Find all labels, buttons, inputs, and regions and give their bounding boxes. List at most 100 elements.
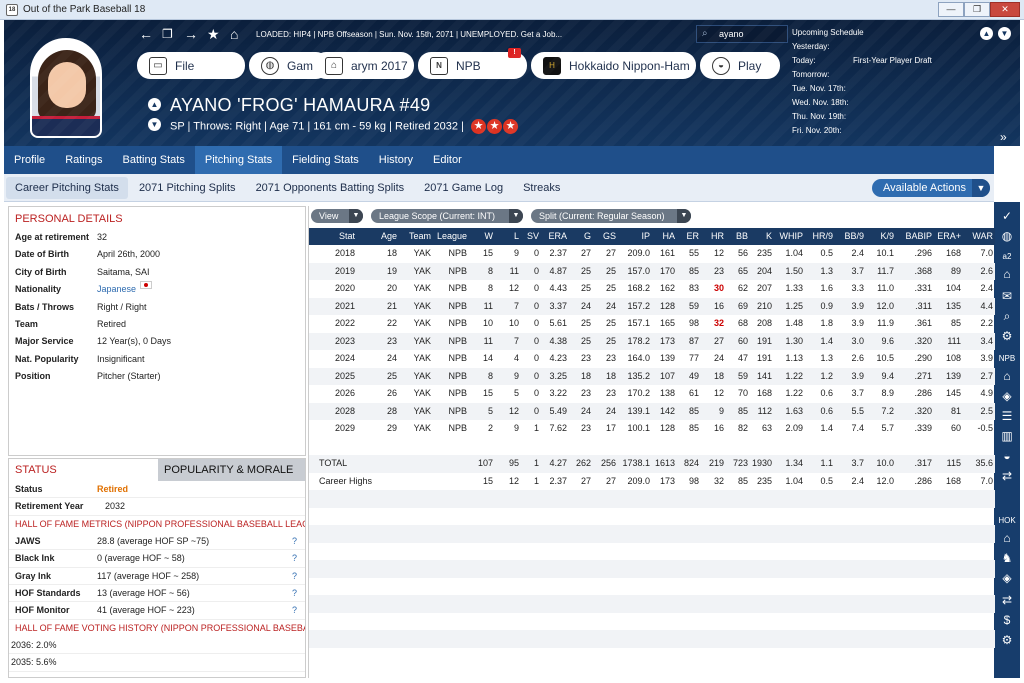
available-actions-button[interactable]: Available Actions ▼ xyxy=(872,179,990,197)
table-cell: 1.2 xyxy=(820,370,833,381)
dollar-icon[interactable]: $ xyxy=(1003,613,1011,627)
chevron-down-icon[interactable]: ▼ xyxy=(148,118,161,131)
diamond-icon[interactable]: ◈ xyxy=(1002,389,1012,403)
column-header[interactable]: L xyxy=(513,231,519,241)
table-row[interactable]: 2019 19 YAK NPB 8 11 0 4.87 25 25 157.0 170 85 23 65 20… xyxy=(309,262,995,280)
team-button[interactable]: H Hokkaido Nippon-Ham xyxy=(531,52,696,79)
table-row[interactable]: 2026 26 YAK NPB 15 5 0 3.22 23 23 170.2 138 61 12 70 16… xyxy=(309,385,995,403)
tab-status[interactable]: STATUS xyxy=(9,459,158,481)
schedule-title: Upcoming Schedule xyxy=(792,28,864,37)
table-row[interactable]: 2023 23 YAK NPB 11 7 0 4.38 25 25 178.2 173 87 27 60 19… xyxy=(309,332,995,350)
league-scope-filter[interactable]: League Scope (Current: INT) ▼ xyxy=(371,209,523,223)
check-icon[interactable]: ✓ xyxy=(1001,209,1013,223)
back-arrow-icon[interactable]: ← xyxy=(139,26,153,42)
column-header[interactable]: W xyxy=(484,231,494,241)
subtab-streaks[interactable]: Streaks xyxy=(523,181,561,194)
list-icon[interactable]: ☰ xyxy=(1001,409,1013,423)
help-icon[interactable]: ? xyxy=(291,570,297,581)
home-icon[interactable]: ⌂ xyxy=(1003,267,1011,281)
table-cell: 1.8 xyxy=(820,318,833,328)
column-header[interactable]: WAR xyxy=(972,231,993,241)
diamond-icon[interactable]: ◈ xyxy=(1002,571,1012,585)
star-icon[interactable]: ★ xyxy=(207,26,220,42)
column-header[interactable]: Stat xyxy=(338,231,355,241)
column-header[interactable]: Age xyxy=(380,231,397,241)
table-row[interactable]: 2022 22 YAK NPB 10 10 0 5.61 25 25 157.1 165 98 32 68 2… xyxy=(309,315,995,333)
chevron-down-icon[interactable]: ▼ xyxy=(998,27,1011,40)
column-header[interactable]: WHIP xyxy=(779,231,804,241)
column-header[interactable]: League xyxy=(436,231,467,241)
double-chevron-icon[interactable]: » xyxy=(1000,130,1007,144)
tab-fielding-stats[interactable]: Fielding Stats xyxy=(292,154,359,166)
table-row[interactable]: 2029 29 YAK NPB 2 9 1 7.62 23 17 100.1 128 85 16 82 63 2… xyxy=(309,420,995,438)
home-icon[interactable]: ⌂ xyxy=(1003,369,1011,383)
transfer-icon[interactable]: ⇄ xyxy=(1001,593,1013,607)
column-header[interactable]: G xyxy=(583,231,591,241)
transfer-icon[interactable]: ⇄ xyxy=(1001,469,1013,483)
home-icon[interactable]: ⌂ xyxy=(1003,531,1011,545)
minimize-button[interactable]: — xyxy=(938,2,964,17)
table-row[interactable]: 2025 25 YAK NPB 8 9 0 3.25 18 18 135.2 107 49 18 59 141… xyxy=(309,367,995,385)
column-header[interactable]: ERA xyxy=(548,231,567,241)
home-icon[interactable]: ⌂ xyxy=(230,26,239,42)
chart-icon[interactable]: ▥ xyxy=(1001,429,1013,443)
npb-button[interactable]: N NPB ! xyxy=(418,48,527,79)
split-filter[interactable]: Split (Current: Regular Season) ▼ xyxy=(531,209,691,223)
table-row[interactable]: 2024 24 YAK NPB 14 4 0 4.23 23 23 164.0 139 77 24 47 19… xyxy=(309,350,995,368)
table-cell: 3.9 xyxy=(851,370,864,381)
tab-ratings[interactable]: Ratings xyxy=(65,154,103,166)
tab-pitching-stats[interactable]: Pitching Stats xyxy=(194,146,283,174)
table-row[interactable]: 2021 21 YAK NPB 11 7 0 3.37 24 24 157.2 128 59 16 69 21… xyxy=(309,297,995,315)
column-header[interactable]: K xyxy=(765,231,772,241)
globe-icon[interactable]: ◍ xyxy=(1001,229,1013,243)
strategy-icon[interactable]: ♞ xyxy=(1001,551,1013,565)
detail-value[interactable]: Japanese xyxy=(97,284,137,295)
column-header[interactable]: BB xyxy=(735,231,748,241)
column-header[interactable]: GS xyxy=(602,231,616,241)
subtab-2071-pitching-splits[interactable]: 2071 Pitching Splits xyxy=(138,181,236,194)
file-button[interactable]: ▭ File xyxy=(137,52,245,79)
column-header[interactable]: K/9 xyxy=(880,231,894,241)
maximize-button[interactable]: ❐ xyxy=(964,2,990,17)
column-header[interactable]: SV xyxy=(526,231,539,241)
help-icon[interactable]: ? xyxy=(291,587,297,598)
table-row[interactable]: 2028 28 YAK NPB 5 12 0 5.49 24 24 139.1 142 85 9 85 112… xyxy=(309,402,995,420)
help-icon[interactable]: ? xyxy=(291,535,297,546)
column-header[interactable]: IP xyxy=(641,231,650,241)
close-button[interactable]: ✕ xyxy=(990,2,1020,17)
tab-profile[interactable]: Profile xyxy=(14,154,46,166)
help-icon[interactable]: ? xyxy=(291,553,297,564)
copy-icon[interactable]: ❐ xyxy=(162,27,173,41)
subtab-2071-game-log[interactable]: 2071 Game Log xyxy=(424,181,504,194)
table-cell: 25 xyxy=(605,265,616,276)
baseball-icon[interactable]: ◒ xyxy=(1003,449,1011,463)
view-filter[interactable]: View ▼ xyxy=(311,209,363,223)
gear-icon[interactable]: ⚙ xyxy=(1001,329,1013,343)
column-header[interactable]: BB/9 xyxy=(844,231,864,241)
play-button[interactable]: ◒ Play xyxy=(700,52,780,79)
forward-arrow-icon[interactable]: → xyxy=(184,26,198,42)
tab-history[interactable]: History xyxy=(378,154,414,166)
gear-icon[interactable]: ⚙ xyxy=(1001,633,1013,647)
tab-popularity-morale[interactable]: POPULARITY & MORALE xyxy=(158,459,305,481)
tab-batting-stats[interactable]: Batting Stats xyxy=(122,154,185,166)
chevron-up-icon[interactable]: ▲ xyxy=(980,27,993,40)
tab-editor[interactable]: Editor xyxy=(433,154,462,166)
search-icon[interactable]: ⌕ xyxy=(1003,309,1011,323)
search-input[interactable]: ⌕ ayano xyxy=(696,25,788,43)
chevron-up-icon[interactable]: ▲ xyxy=(148,98,161,111)
subtab-career-pitching-stats[interactable]: Career Pitching Stats xyxy=(6,176,128,199)
column-header[interactable]: BABIP xyxy=(905,231,932,241)
column-header[interactable]: HR/9 xyxy=(812,231,833,241)
league-button[interactable]: ⌂ arym 2017 xyxy=(313,52,414,79)
table-row[interactable]: 2020 20 YAK NPB 8 12 0 4.43 25 25 168.2 162 83 30 62 20… xyxy=(309,280,995,298)
column-header[interactable]: HR xyxy=(711,231,724,241)
column-header[interactable]: ER xyxy=(686,231,699,241)
mail-icon[interactable]: ✉ xyxy=(1001,289,1013,303)
column-header[interactable]: HA xyxy=(662,231,675,241)
column-header[interactable]: Team xyxy=(408,231,431,241)
table-row[interactable]: 2018 18 YAK NPB 15 9 0 2.37 27 27 209.0 161 55 12 56 23… xyxy=(309,245,995,263)
help-icon[interactable]: ? xyxy=(291,605,297,616)
column-header[interactable]: ERA+ xyxy=(937,231,961,241)
subtab-2071-opponents-batting-splits[interactable]: 2071 Opponents Batting Splits xyxy=(255,181,405,194)
